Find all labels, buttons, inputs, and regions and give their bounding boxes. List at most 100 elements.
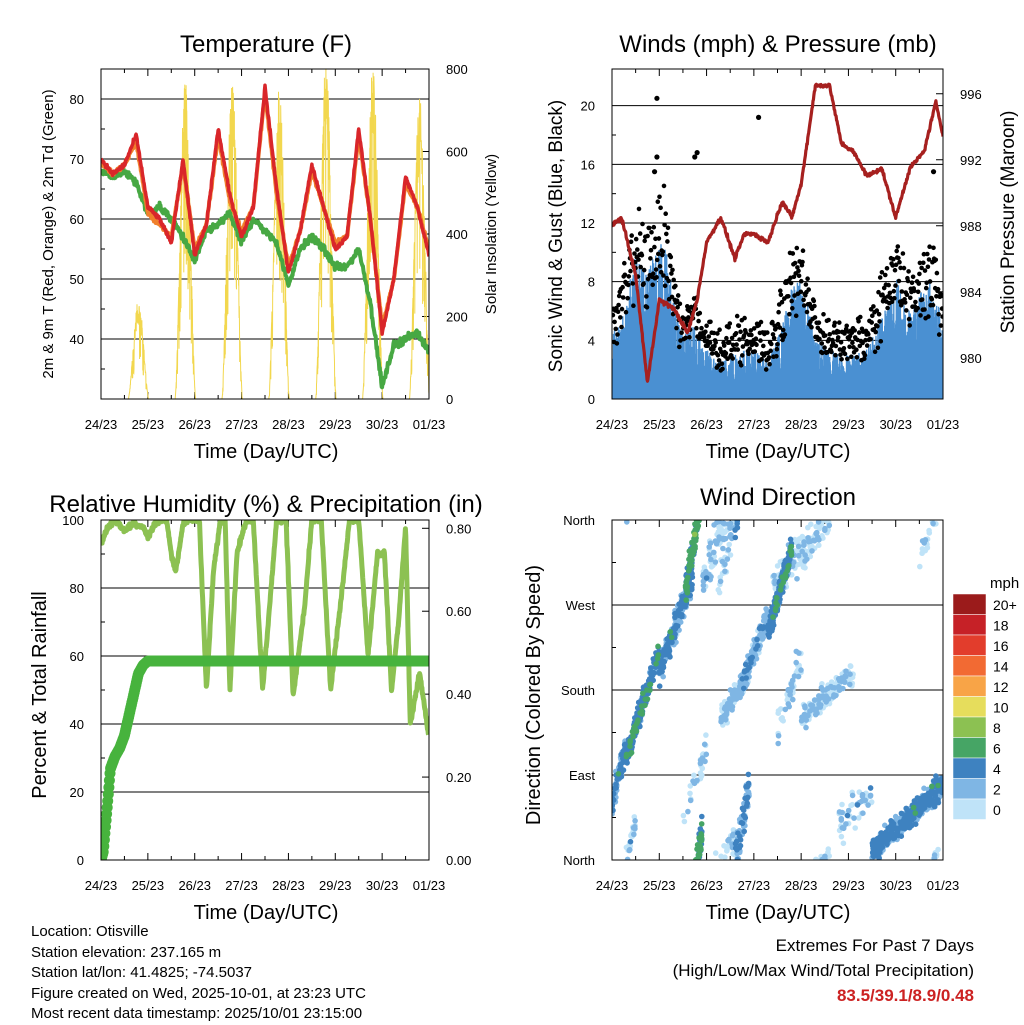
winds-frame [611,68,944,400]
wind-direction-points [612,520,943,860]
legend-label: 20+ [993,597,1017,613]
temp-2m-line [101,83,429,336]
winddir-ytick-label: West [566,598,596,613]
winds-xtick-label: 27/23 [738,417,771,432]
extremes-line1: Extremes For Past 7 Days [775,936,974,955]
extremes-line2: (High/Low/Max Wind/Total Precipitation) [672,961,974,980]
temp-ytick-label: 70 [70,152,84,167]
winddir-ytick-label: North [563,853,595,868]
station-pressure-line [612,82,943,383]
rh-ytick-label: 60 [70,649,84,664]
winddir-title: Wind Direction [700,484,856,511]
wind-direction-points [623,520,941,860]
winds-ytick-label: 16 [581,157,595,172]
legend-swatch [952,716,987,738]
winds-xlabel: Time (Day/UTC) [706,441,851,463]
temp-ytick-label: 80 [70,92,84,107]
winddir-ytick-label: South [561,683,595,698]
rh-frame [100,519,430,861]
rh-xtick-label: 01/23 [413,878,446,893]
winddir-ylabel-left: Direction (Colored By Speed) [523,565,545,825]
info-recent: Most recent data timestamp: 2025/10/01 2… [31,1005,363,1022]
info-location: Location: Otisville [31,923,149,940]
rh-xtick-label: 24/23 [85,878,118,893]
extremes-box: Extremes For Past 7 Days (High/Low/Max W… [673,933,974,1008]
temp-xtick-label: 25/23 [132,417,165,432]
gust-dot [651,169,658,175]
rh-ytick-label: 20 [70,785,84,800]
legend-swatch [952,593,987,615]
winds-xtick-label: 29/23 [832,417,865,432]
rh-plot-area [101,520,429,860]
winds-ylabel-right: Station Pressure (Maroon) [998,111,1019,334]
winds-y2tick-label: 992 [960,153,982,168]
gust-dot [692,154,698,160]
temp-xtick-label: 24/23 [85,417,118,432]
rh-xtick-label: 25/23 [132,878,165,893]
legend-swatch [952,696,987,718]
gust-dot [755,114,762,120]
winddir-xlabel: Time (Day/UTC) [706,902,851,924]
solar-insolation-line [127,69,429,399]
legend-swatch [952,737,987,759]
winds-ytick-label: 4 [588,333,595,348]
temp-ytick-label: 40 [70,332,84,347]
temp-xtick-label: 01/23 [413,417,446,432]
temp-y2tick-label: 0 [446,392,453,407]
legend-label: 18 [993,618,1009,634]
rh-ytick-label: 0 [77,853,84,868]
temp-ylabel-left: 2m & 9m T (Red, Orange) & 2m Td (Green) [40,89,57,378]
winds-y2tick-label: 996 [960,87,982,102]
legend-swatch [952,614,987,636]
rh-ytick-label: 100 [62,513,84,528]
winddir-xtick-label: 27/23 [738,878,771,893]
station-info: Location: Otisville Station elevation: 2… [31,922,366,1025]
temp-xtick-label: 26/23 [178,417,211,432]
temp-title: Temperature (F) [180,31,352,58]
winds-xtick-label: 26/23 [690,417,723,432]
legend-label: 12 [993,679,1009,695]
temp-ytick-label: 60 [70,212,84,227]
winddir-xtick-label: 26/23 [690,878,723,893]
temp-y2tick-label: 200 [446,310,468,325]
legend-label: 0 [993,802,1001,818]
info-latlon: Station lat/lon: 41.4825; -74.5037 [31,964,253,981]
winddir-xtick-label: 24/23 [596,878,629,893]
winddir-frame [611,519,944,861]
wind-direction-points [691,531,698,538]
legend-swatch [952,798,987,820]
winddir-xtick-label: 29/23 [832,878,865,893]
rh-xlabel: Time (Day/UTC) [194,902,339,924]
winds-xtick-label: 24/23 [596,417,629,432]
rh-ylabel-left: Percent & Total Rainfall [29,591,51,799]
winddir-xtick-label: 25/23 [643,878,676,893]
temp-y2tick-label: 400 [446,227,468,242]
legend-label: 2 [993,782,1001,798]
rh-xtick-label: 29/23 [319,878,352,893]
legend-swatch [952,655,987,677]
temp-xtick-label: 28/23 [272,417,305,432]
temp-ytick-label: 50 [70,272,84,287]
winds-plot-area [612,82,943,399]
temp-plot-area [101,69,429,399]
winddir-plot-area [612,520,943,860]
legend-swatch [952,757,987,779]
rh-y2tick-label: 0.20 [446,770,471,785]
info-created: Figure created on Wed, 2025-10-01, at 23… [31,984,366,1002]
wind-direction-points [612,520,943,860]
legend-label: 10 [993,700,1009,716]
total-rainfall-line [101,655,429,860]
winds-xtick-label: 25/23 [643,417,676,432]
legend-label: 4 [993,761,1001,777]
winddir-ytick-label: North [563,513,595,528]
rh-y2tick-label: 0.60 [446,604,471,619]
legend-title: mph [990,575,1019,592]
rh-y2tick-label: 0.00 [446,853,471,868]
winddir-ytick-label: East [569,768,595,783]
temp-xtick-label: 29/23 [319,417,352,432]
gust-dot [654,154,660,160]
gust-dot [694,150,700,156]
winds-xtick-label: 01/23 [927,417,960,432]
legend-swatch [952,675,987,697]
